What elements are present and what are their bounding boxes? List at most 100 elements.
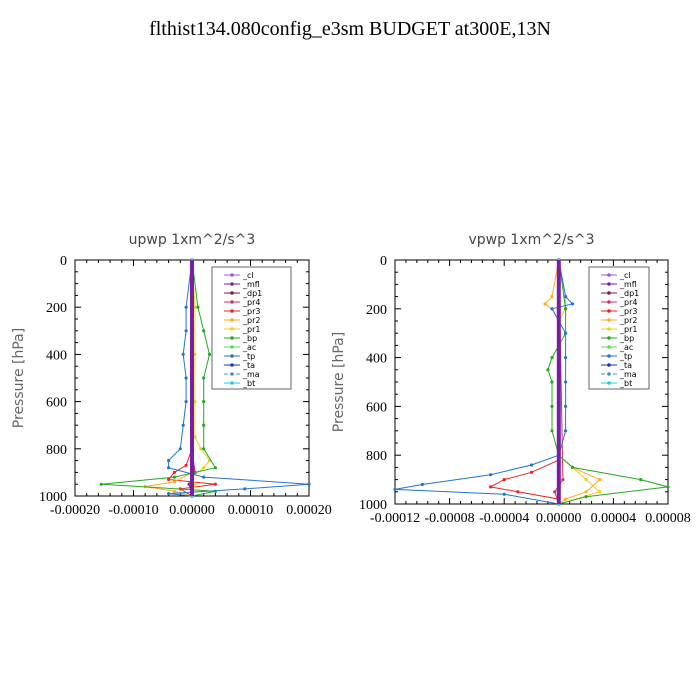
chart1-series-point — [184, 329, 188, 333]
figure-title: flthist134.080config_e3sm BUDGET at300E,… — [149, 18, 551, 40]
chart2-legend-label: _bt — [619, 379, 632, 388]
chart1-series-point — [193, 435, 197, 439]
chart1-legend-marker — [230, 381, 234, 385]
chart2-legend-marker — [607, 300, 611, 304]
chart2-ytick-label: 1000 — [359, 498, 387, 513]
chart2-legend-marker — [607, 354, 611, 358]
chart1-series-point — [202, 447, 206, 451]
chart2-series-point — [529, 470, 534, 474]
chart1-legend-marker — [230, 300, 234, 304]
chart1-legend-marker — [230, 273, 234, 277]
chart1-series-point — [172, 489, 176, 493]
chart2-legend-marker — [607, 363, 611, 367]
chart2-ytick-label: 600 — [366, 400, 387, 415]
chart1-series-point — [193, 400, 197, 404]
chart2-series-point — [502, 478, 506, 482]
chart2-legend-label: _pr3 — [619, 307, 637, 316]
chart2-series-point — [553, 490, 557, 494]
chart2-series-point — [550, 295, 554, 299]
chart2-xtick-label: -0.00012 — [370, 511, 420, 526]
chart1-xtick-label: -0.00020 — [50, 503, 100, 518]
chart2-legend-label: _pr2 — [619, 316, 637, 325]
chart1-xtick-label: 0.00010 — [228, 503, 274, 518]
chart2-series-point — [550, 404, 554, 408]
chart2-series-point — [584, 478, 588, 482]
chart1-series-point — [184, 376, 188, 380]
chart1-legend-label: _tp — [242, 352, 255, 361]
chart1-legend-marker — [230, 318, 234, 322]
chart2-legend-label: _ma — [619, 370, 637, 379]
chart1-series-point — [167, 492, 171, 496]
chart2-legend-marker — [607, 372, 611, 376]
chart1-series-point — [307, 482, 311, 486]
chart1-series-point — [193, 482, 197, 486]
chart2-legend-label: _ta — [619, 361, 632, 370]
chart2-series-point — [564, 331, 568, 335]
chart1-series-point — [193, 305, 197, 309]
chart2-series-point — [598, 490, 602, 494]
chart1-legend-marker — [230, 282, 234, 286]
chart1-legend-marker — [230, 363, 234, 367]
chart1-series-line — [191, 259, 211, 497]
chart2-legend-label: _pr4 — [619, 298, 637, 307]
chart1-series-point — [243, 487, 247, 491]
chart1-xtick-label: 0.00020 — [286, 503, 332, 518]
chart1-legend-label: _ta — [242, 361, 255, 370]
chart2-xtick-label: -0.00008 — [425, 511, 475, 526]
chart2-series-point — [420, 482, 424, 487]
chart1-legend-label: _ma — [242, 370, 260, 379]
chart2-series-line — [489, 260, 560, 504]
chart1-series-line — [101, 259, 217, 497]
chart2-series-point — [584, 490, 588, 494]
chart2-series-point — [570, 302, 575, 306]
chart2-legend-box — [588, 266, 650, 390]
chart2-series-point — [564, 356, 568, 360]
chart1-series-point — [202, 376, 206, 380]
chart2-series-point — [564, 497, 568, 501]
chart1-legend-label: _bp — [242, 334, 257, 343]
chart1-ylabel: Pressure [hPa] — [11, 328, 27, 428]
chart2-legend-label: _mfl — [619, 280, 637, 289]
chart1-series-point — [213, 482, 217, 486]
chart1-series-point — [199, 447, 203, 451]
chart1-legend-label: _mfl — [242, 280, 260, 289]
chart1-series-point — [196, 305, 200, 309]
chart1-series-point — [167, 466, 171, 470]
chart2-series-line — [394, 259, 574, 505]
chart2-series-point — [516, 490, 520, 494]
chart1-ytick-label: 600 — [46, 396, 67, 411]
chart2-series-point — [564, 404, 568, 408]
chart2-title: vpwp 1xm^2/s^3 — [468, 232, 594, 248]
chart2-legend-marker — [607, 309, 611, 313]
chart2-series-point — [598, 478, 602, 482]
chart1-ytick-label: 0 — [60, 254, 67, 269]
chart2-series-point — [393, 487, 397, 491]
chart1-series-point — [193, 352, 197, 356]
chart2-ytick-label: 800 — [366, 449, 387, 464]
chart2-series-point — [666, 485, 670, 489]
chart1-legend-label: _dp1 — [242, 289, 262, 298]
chart2-series-point — [543, 302, 547, 306]
chart1-series-point — [99, 482, 103, 486]
chart1-xtick-label: -0.00010 — [108, 503, 158, 518]
chart2-series-point — [502, 492, 506, 496]
chart1-series-point — [207, 352, 212, 356]
chart2-legend-marker — [607, 381, 611, 385]
chart1-series-point — [202, 423, 206, 427]
chart2-series-point — [550, 307, 554, 311]
chart1-series-point — [184, 463, 188, 467]
chart1-ytick-label: 800 — [46, 443, 67, 458]
chart1-legend-marker — [230, 336, 234, 340]
chart1-legend-box — [211, 266, 292, 390]
chart2-legend-marker — [607, 282, 611, 286]
chart2-series-point — [561, 478, 565, 482]
chart2-legend-label: _cl — [619, 271, 631, 280]
chart2-series-point — [550, 429, 554, 433]
chart1-legend-label: _bt — [242, 379, 255, 388]
chart2-series-point — [489, 473, 493, 477]
chart1-ytick-label: 200 — [46, 301, 67, 316]
chart2-series-point — [564, 307, 568, 311]
chart2-ylabel: Pressure [hPa] — [331, 332, 347, 432]
chart2-series-line — [547, 259, 669, 505]
chart2-series-point — [489, 485, 493, 489]
